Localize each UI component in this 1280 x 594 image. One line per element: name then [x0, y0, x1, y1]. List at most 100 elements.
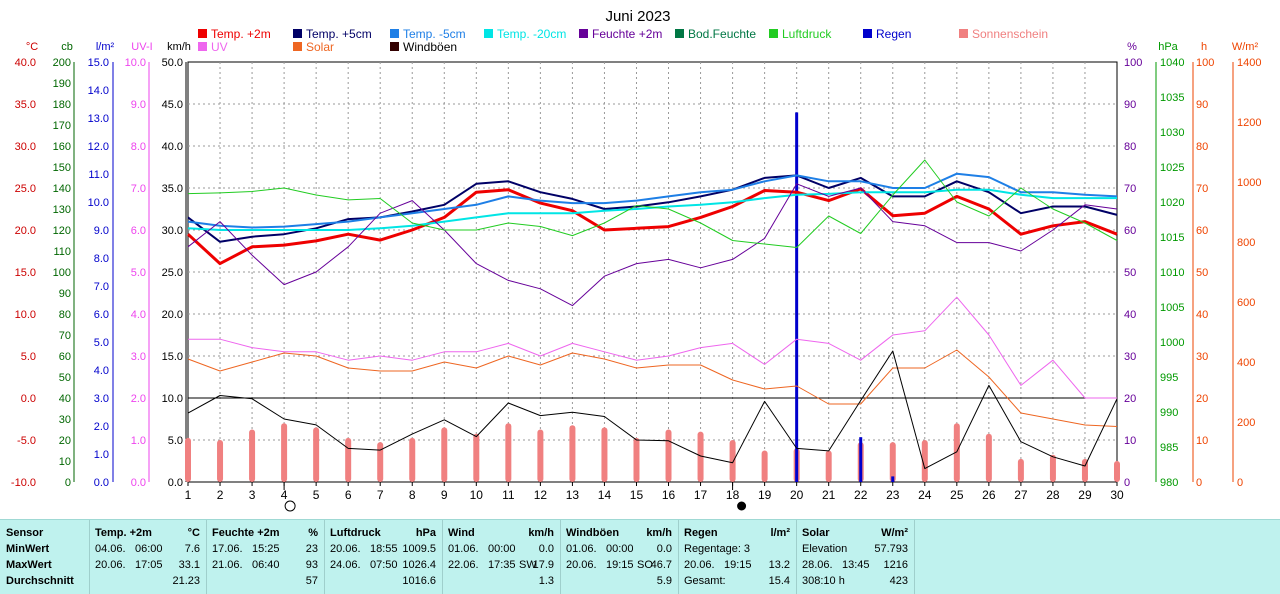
rain-tick-label: 3.0 — [94, 393, 109, 405]
x-tick-label: 3 — [249, 488, 256, 502]
rain-tick-label: 8.0 — [94, 253, 109, 265]
uv-tick-label: 9.0 — [131, 99, 146, 111]
press-tick-label: 1015 — [1160, 232, 1184, 244]
rain-tick-label: 9.0 — [94, 225, 109, 237]
sun-tick-label: 30 — [1196, 351, 1208, 363]
uv-tick-label: 3.0 — [131, 351, 146, 363]
solar-tick-label: 1000 — [1237, 177, 1261, 189]
stats-temp-unit: °C — [187, 527, 200, 539]
bar-regen — [891, 476, 895, 482]
legend-label: Bod.Feuchte — [688, 27, 756, 41]
stats-press-min-date: 20.06. — [330, 543, 361, 555]
legend-label: Temp. +5cm — [306, 27, 372, 41]
x-tick-label: 4 — [281, 488, 288, 502]
legend-label: Windböen — [403, 40, 457, 54]
solar-unit-label: W/m² — [1232, 41, 1259, 53]
bar-sonnenschein — [409, 437, 416, 482]
bar-sonnenschein — [1049, 454, 1056, 482]
cb-tick-label: 40 — [59, 393, 71, 405]
legend-label: Temp. -5cm — [403, 27, 466, 41]
legend-swatch — [198, 29, 207, 38]
bar-sonnenschein — [281, 423, 288, 482]
legend-label: Luftdruck — [782, 27, 832, 41]
cb-tick-label: 130 — [53, 204, 71, 216]
wind-tick-label: 50.0 — [162, 57, 183, 69]
stats-press-max-time: 07:50 — [370, 559, 398, 571]
stats-rain-total-label: Gesamt: — [684, 575, 726, 587]
cb-tick-label: 90 — [59, 288, 71, 300]
temp-tick-label: 0.0 — [21, 393, 36, 405]
x-tick-label: 5 — [313, 488, 320, 502]
stats-min-label: MinWert — [6, 543, 50, 555]
axes: 1 2 3 4 5 6 7 8 9 10 11 12 13 14 15 16 17 18 19 20 21 22 23 24 2… — [11, 41, 1261, 512]
bar-sonnenschein — [217, 440, 224, 482]
solar-tick-label: 1200 — [1237, 117, 1261, 129]
rain-tick-label: 5.0 — [94, 337, 109, 349]
rain-tick-label: 14.0 — [88, 85, 109, 97]
x-tick-label: 26 — [982, 488, 996, 502]
rain-tick-label: 4.0 — [94, 365, 109, 377]
solar-tick-label: 0 — [1237, 477, 1243, 489]
statistics-panel: Sensor MinWert MaxWert Durchschnitt Temp… — [0, 519, 1280, 594]
bar-sonnenschein — [633, 437, 640, 482]
press-tick-label: 1005 — [1160, 302, 1184, 314]
stats-solar-max-time: 13:45 — [842, 559, 870, 571]
hum-tick-label: 20 — [1124, 393, 1136, 405]
wind-tick-label: 45.0 — [162, 99, 183, 111]
stats-gust-min-time: 00:00 — [606, 543, 634, 555]
stats-hum-min-val: 23 — [305, 543, 318, 555]
legend-label: Temp. -20cm — [497, 27, 566, 41]
x-tick-label: 1 — [185, 488, 192, 502]
stats-solar-unit: W/m² — [881, 527, 908, 539]
uv-unit-label: UV-I — [131, 41, 152, 53]
bar-sonnenschein — [1017, 458, 1024, 482]
bar-sonnenschein — [377, 442, 384, 482]
series-line-solar — [187, 349, 1118, 427]
x-tick-label: 21 — [822, 488, 836, 502]
cb-tick-label: 70 — [59, 330, 71, 342]
legend-label: Regen — [876, 27, 911, 41]
rain-tick-label: 12.0 — [88, 141, 109, 153]
series-line-temp-2m — [186, 187, 1118, 266]
stats-press-min-time: 18:55 — [370, 543, 398, 555]
x-tick-label: 23 — [886, 488, 900, 502]
bar-sonnenschein — [505, 423, 512, 482]
bar-sonnenschein — [729, 440, 736, 482]
wind-tick-label: 0.0 — [168, 477, 183, 489]
legend-label: UV — [211, 40, 228, 54]
cb-tick-label: 140 — [53, 183, 71, 195]
series-line-luftdruck — [187, 159, 1118, 248]
stats-hum-min-time: 15:25 — [252, 543, 280, 555]
stats-wind-min-date: 01.06. — [448, 543, 479, 555]
bar-sonnenschein — [953, 423, 960, 482]
stats-wind-min-time: 00:00 — [488, 543, 516, 555]
cb-tick-label: 50 — [59, 372, 71, 384]
rain-unit-label: l/m² — [96, 41, 115, 53]
stats-solar: Solar W/m² Elevation 57.793 28.06. 13:45 121… — [796, 520, 915, 594]
solar-tick-label: 600 — [1237, 297, 1255, 309]
stats-hum-min-date: 17.06. — [212, 543, 243, 555]
legend-label: Feuchte +2m — [592, 27, 662, 41]
stats-rain-max-date: 20.06. — [684, 559, 715, 571]
bar-sonnenschein — [825, 450, 832, 482]
x-tick-label: 13 — [566, 488, 580, 502]
cb-tick-label: 60 — [59, 351, 71, 363]
bar-regen — [859, 437, 863, 482]
rain-tick-label: 2.0 — [94, 421, 109, 433]
press-tick-label: 990 — [1160, 407, 1178, 419]
hum-tick-label: 0 — [1124, 477, 1130, 489]
legend-swatch — [293, 29, 302, 38]
legend-swatch — [484, 29, 493, 38]
temp-tick-label: 20.0 — [15, 225, 36, 237]
stats-temp-min-val: 7.6 — [184, 543, 200, 555]
bar-sonnenschein — [1114, 461, 1120, 482]
hum-tick-label: 90 — [1124, 99, 1136, 111]
legend-label: Sonnenschein — [972, 27, 1048, 41]
cb-unit-label: cb — [61, 41, 73, 53]
hum-tick-label: 50 — [1124, 267, 1136, 279]
stats-hum-title: Feuchte +2m — [212, 527, 280, 539]
x-tick-label: 20 — [790, 488, 804, 502]
temp-tick-label: -10.0 — [11, 477, 36, 489]
uv-tick-label: 7.0 — [131, 183, 146, 195]
x-tick-label: 2 — [217, 488, 224, 502]
